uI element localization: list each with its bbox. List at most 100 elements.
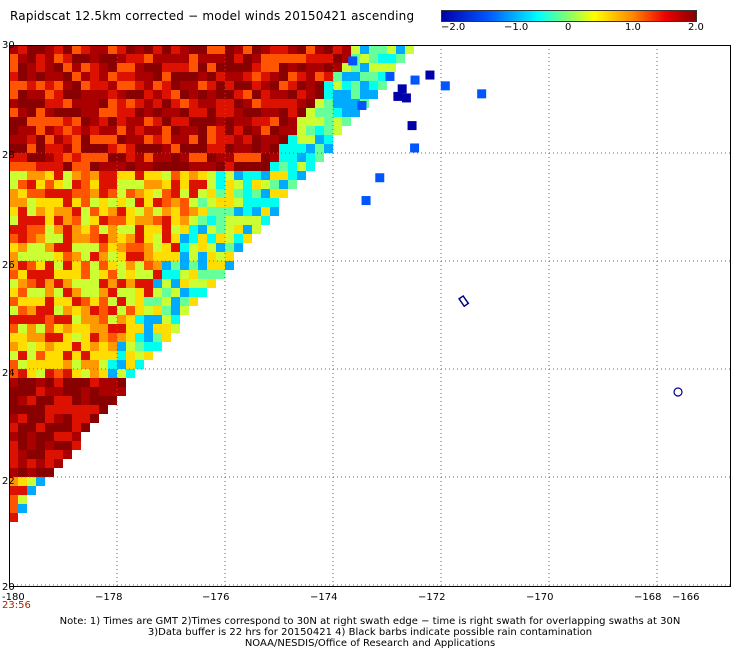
wind-diff-cell (261, 171, 270, 180)
wind-diff-cell (81, 369, 90, 378)
wind-diff-cell (63, 153, 72, 162)
wind-diff-cell (180, 144, 189, 153)
wind-diff-cell (153, 324, 162, 333)
wind-diff-cell (63, 144, 72, 153)
wind-diff-cell (27, 279, 36, 288)
wind-diff-cell (99, 198, 108, 207)
wind-diff-cell (333, 90, 342, 99)
wind-diff-cell (198, 189, 207, 198)
wind-diff-cell (9, 432, 18, 441)
wind-diff-cell (63, 45, 72, 54)
wind-diff-cell (36, 333, 45, 342)
wind-diff-cell (171, 306, 180, 315)
wind-diff-cell (324, 135, 333, 144)
wind-diff-cell (351, 108, 360, 117)
wind-diff-cell (144, 234, 153, 243)
wind-diff-cell (234, 225, 243, 234)
wind-diff-cell (90, 315, 99, 324)
wind-diff-cell (216, 225, 225, 234)
wind-diff-cell (54, 171, 63, 180)
wind-diff-cell (54, 45, 63, 54)
wind-diff-cell (225, 81, 234, 90)
wind-diff-cell (261, 45, 270, 54)
wind-diff-cell (225, 198, 234, 207)
wind-diff-cell (81, 405, 90, 414)
wind-diff-cell (81, 252, 90, 261)
wind-diff-cell (297, 72, 306, 81)
wind-diff-cell (90, 243, 99, 252)
wind-diff-cell (207, 189, 216, 198)
wind-diff-cell (63, 342, 72, 351)
wind-diff-cell (144, 72, 153, 81)
wind-diff-cell (63, 450, 72, 459)
wind-diff-cell (117, 207, 126, 216)
wind-diff-cell (243, 225, 252, 234)
wind-diff-cell (9, 360, 18, 369)
wind-diff-cell (36, 387, 45, 396)
wind-diff-cell (261, 207, 270, 216)
wind-diff-cell (36, 288, 45, 297)
wind-diff-cell (9, 162, 18, 171)
wind-diff-cell (90, 207, 99, 216)
wind-diff-cell (54, 234, 63, 243)
wind-diff-cell (144, 162, 153, 171)
wind-diff-cell (252, 117, 261, 126)
wind-diff-cell (270, 54, 279, 63)
wind-diff-cell (198, 270, 207, 279)
wind-diff-cell (360, 54, 369, 63)
wind-diff-cell (117, 162, 126, 171)
wind-diff-cell (306, 90, 315, 99)
wind-diff-cell (171, 234, 180, 243)
wind-diff-cell (153, 279, 162, 288)
wind-diff-cell (9, 45, 18, 54)
lon-label: −172 (418, 592, 446, 603)
wind-diff-cell (207, 72, 216, 81)
wind-diff-cell (270, 81, 279, 90)
wind-diff-cell (126, 153, 135, 162)
wind-diff-cell (90, 45, 99, 54)
wind-diff-cell (288, 81, 297, 90)
wind-diff-cell (81, 414, 90, 423)
wind-diff-cell (333, 54, 342, 63)
wind-diff-cell (54, 315, 63, 324)
wind-diff-cell (216, 207, 225, 216)
wind-diff-cell (189, 81, 198, 90)
wind-diff-cell (180, 270, 189, 279)
wind-diff-cell (81, 387, 90, 396)
wind-diff-cell (9, 180, 18, 189)
wind-diff-cell (90, 54, 99, 63)
wind-diff-cell (324, 99, 333, 108)
wind-diff-cell (342, 45, 351, 54)
wind-diff-cell (189, 288, 198, 297)
wind-diff-cell (315, 72, 324, 81)
wind-diff-cell (252, 180, 261, 189)
wind-diff-cell (45, 90, 54, 99)
wind-diff-cell (54, 405, 63, 414)
wind-diff-cell (261, 54, 270, 63)
wind-diff-cell (180, 90, 189, 99)
wind-diff-cell (45, 414, 54, 423)
wind-diff-cell (90, 216, 99, 225)
wind-diff-cell (27, 270, 36, 279)
wind-diff-cell (54, 108, 63, 117)
wind-diff-cell (135, 225, 144, 234)
wind-diff-cell (36, 72, 45, 81)
wind-diff-cell (360, 45, 369, 54)
wind-diff-cell (18, 171, 27, 180)
wind-diff-cell (270, 189, 279, 198)
wind-diff-cell (99, 225, 108, 234)
wind-diff-cell (135, 126, 144, 135)
wind-difference-map (9, 45, 731, 587)
wind-diff-cell (162, 315, 171, 324)
wind-diff-cell (153, 234, 162, 243)
wind-diff-cell (261, 90, 270, 99)
wind-diff-cell (54, 189, 63, 198)
wind-diff-cell (180, 108, 189, 117)
wind-diff-cell (9, 54, 18, 63)
wind-diff-cell (72, 405, 81, 414)
wind-diff-cell (18, 369, 27, 378)
wind-diff-cell (45, 63, 54, 72)
wind-diff-cell (9, 99, 18, 108)
wind-diff-cell (144, 117, 153, 126)
wind-diff-cell (108, 72, 117, 81)
